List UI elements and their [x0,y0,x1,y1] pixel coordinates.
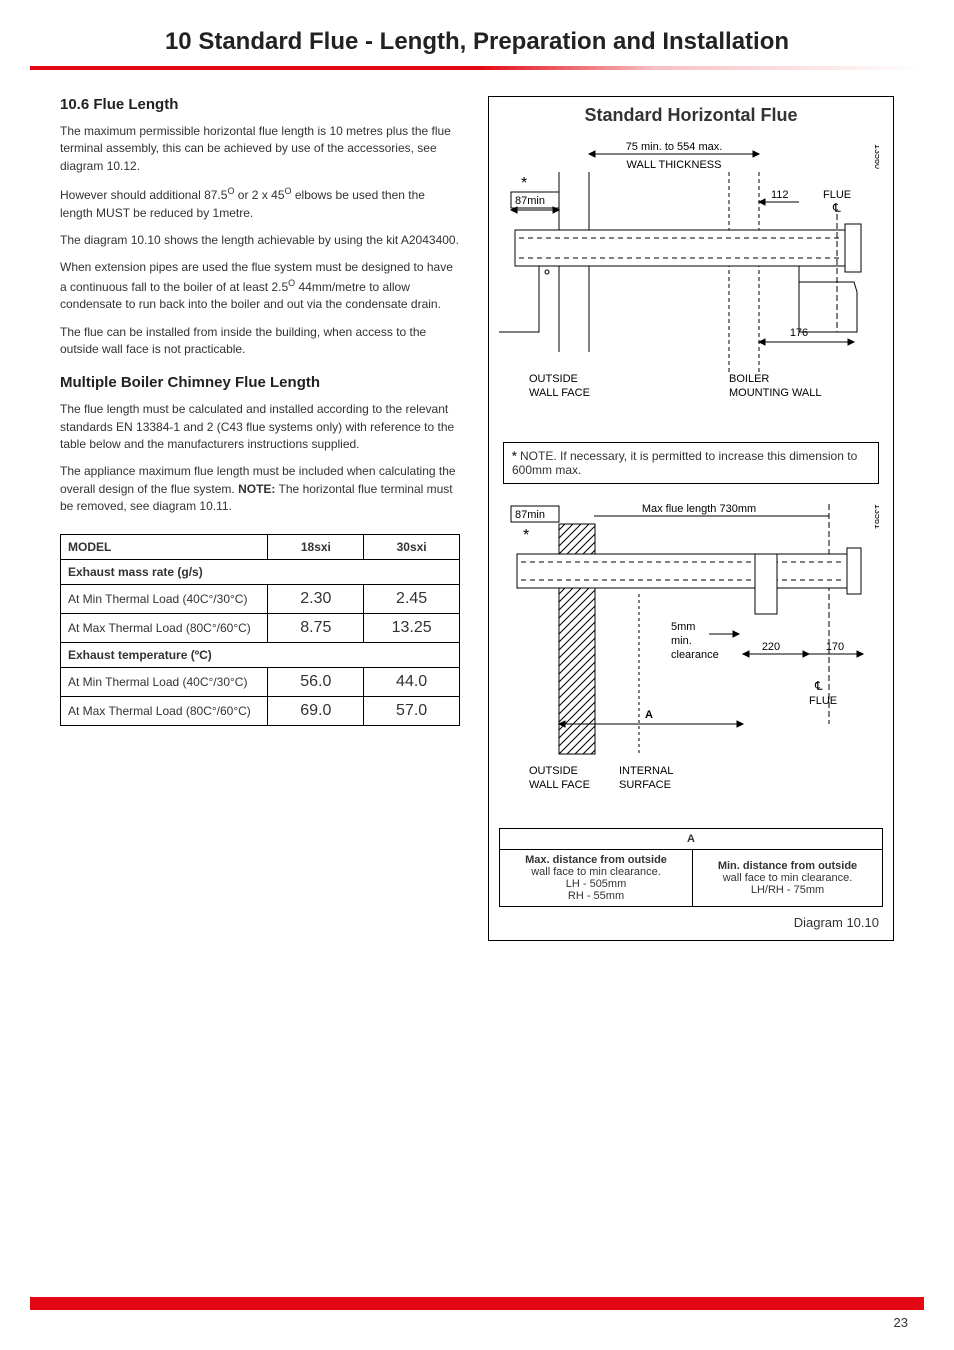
page-title: 10 Standard Flue - Length, Preparation a… [0,0,954,66]
diagram-title: Standard Horizontal Flue [499,105,883,126]
top-flue-diagram: 75 min. to 554 max. WALL THICKNESS * 87m… [499,132,879,432]
paragraph: The flue can be installed from inside th… [60,324,460,359]
diag-text: OUTSIDE [529,373,578,385]
dim-label: A [645,709,653,721]
dim-label: FLUE [823,189,851,201]
text-run: wall face to min clearance. [506,866,686,878]
table-cell: 2.30 [268,584,364,613]
diagram-code: 13560 [873,144,879,169]
paragraph: The maximum permissible horizontal flue … [60,123,460,175]
dim-label: clearance [671,649,719,661]
table-cell: 8.75 [268,613,364,642]
table-cell: 13.25 [364,613,460,642]
section-heading-multiple-boiler: Multiple Boiler Chimney Flue Length [60,374,460,391]
svg-text:℄: ℄ [814,679,823,693]
table-header-30sxi: 30sxi [364,534,460,559]
diag-text: WALL FACE [529,387,590,399]
table-header-model: MODEL [61,534,268,559]
dim-label: min. [671,635,692,647]
table-cell: 57.0 [364,696,460,725]
note-text: NOTE. If necessary, it is permitted to i… [512,449,857,477]
table-cell: At Max Thermal Load (80C°/60°C) [61,613,268,642]
paragraph: The appliance maximum flue length must b… [60,463,460,515]
dim-label: Max flue length 730mm [642,503,756,515]
dim-label: FLUE [809,695,837,707]
paragraph: However should additional 87.5 O or 2 x 4… [60,185,460,222]
paragraph: The flue length must be calculated and i… [60,401,460,453]
table-cell: At Min Thermal Load (40C°/30°C) [61,584,268,613]
dim-label: 75 min. to 554 max. [626,141,723,153]
text-run: wall face to min clearance. [699,872,876,884]
diagram-code: 13561 [873,504,879,529]
table-subhead: Exhaust mass rate (g/s) [61,559,460,584]
diagram-note: * NOTE. If necessary, it is permitted to… [503,442,879,484]
right-column: Standard Horizontal Flue 75 min. to 554 … [488,96,894,941]
table-header-18sxi: 18sxi [268,534,364,559]
table-cell: At Max Thermal Load (80C°/60°C) [61,696,268,725]
table-cell: 56.0 [268,667,364,696]
svg-text:℄: ℄ [832,201,841,215]
spec-table: MODEL 18sxi 30sxi Exhaust mass rate (g/s… [60,534,460,726]
dim-label: 220 [762,641,780,653]
diagram-label: Diagram 10.10 [499,915,883,930]
text-run: LH/RH - 75mm [699,884,876,896]
dim-label: 176 [790,327,808,339]
table-cell: 2.45 [364,584,460,613]
paragraph: When extension pipes are used the flue s… [60,259,460,313]
table-subhead: Exhaust temperature (ºC) [61,642,460,667]
dim-label: 5mm [671,621,695,633]
bottom-flue-diagram: 87min * Max flue length 730mm [499,494,879,824]
text-run: or 2 x 45 [234,188,284,202]
svg-text:*: * [521,175,527,192]
table-cell: Max. distance from outside wall face to … [500,850,693,907]
dim-label: 87min [515,195,545,207]
left-column: 10.6 Flue Length The maximum permissible… [60,96,460,941]
diag-text: SURFACE [619,779,671,791]
footer-rule [30,1297,924,1310]
text-run: LH - 505mm [506,878,686,890]
dim-label: 87min [515,509,545,521]
degree-icon: O [285,186,292,196]
table-cell: 44.0 [364,667,460,696]
paragraph: The diagram 10.10 shows the length achie… [60,232,460,249]
text-run: RH - 55mm [506,890,686,902]
distance-table: A Max. distance from outside wall face t… [499,828,883,907]
content-area: 10.6 Flue Length The maximum permissible… [0,96,954,941]
diag-text: MOUNTING WALL [729,387,822,399]
text-run: Min. distance from outside [718,860,857,872]
section-heading-flue-length: 10.6 Flue Length [60,96,460,113]
diag-text: WALL FACE [529,779,590,791]
table-cell: At Min Thermal Load (40C°/30°C) [61,667,268,696]
dim-label: 170 [826,641,844,653]
dim-label: WALL THICKNESS [627,159,722,171]
diag-text: BOILER [729,373,769,385]
text-run: However should additional 87.5 [60,188,227,202]
diagram-frame: Standard Horizontal Flue 75 min. to 554 … [488,96,894,941]
table-cell: Min. distance from outside wall face to … [693,850,883,907]
dim-label: 112 [771,189,789,201]
page-number: 23 [894,1315,908,1330]
header-rule [30,66,924,70]
text-run: Max. distance from outside [525,854,667,866]
table-header: A [500,829,883,850]
diag-text: OUTSIDE [529,765,578,777]
table-cell: 69.0 [268,696,364,725]
diag-text: INTERNAL [619,765,673,777]
svg-text:*: * [523,527,529,544]
note-bold: NOTE: [238,482,275,496]
